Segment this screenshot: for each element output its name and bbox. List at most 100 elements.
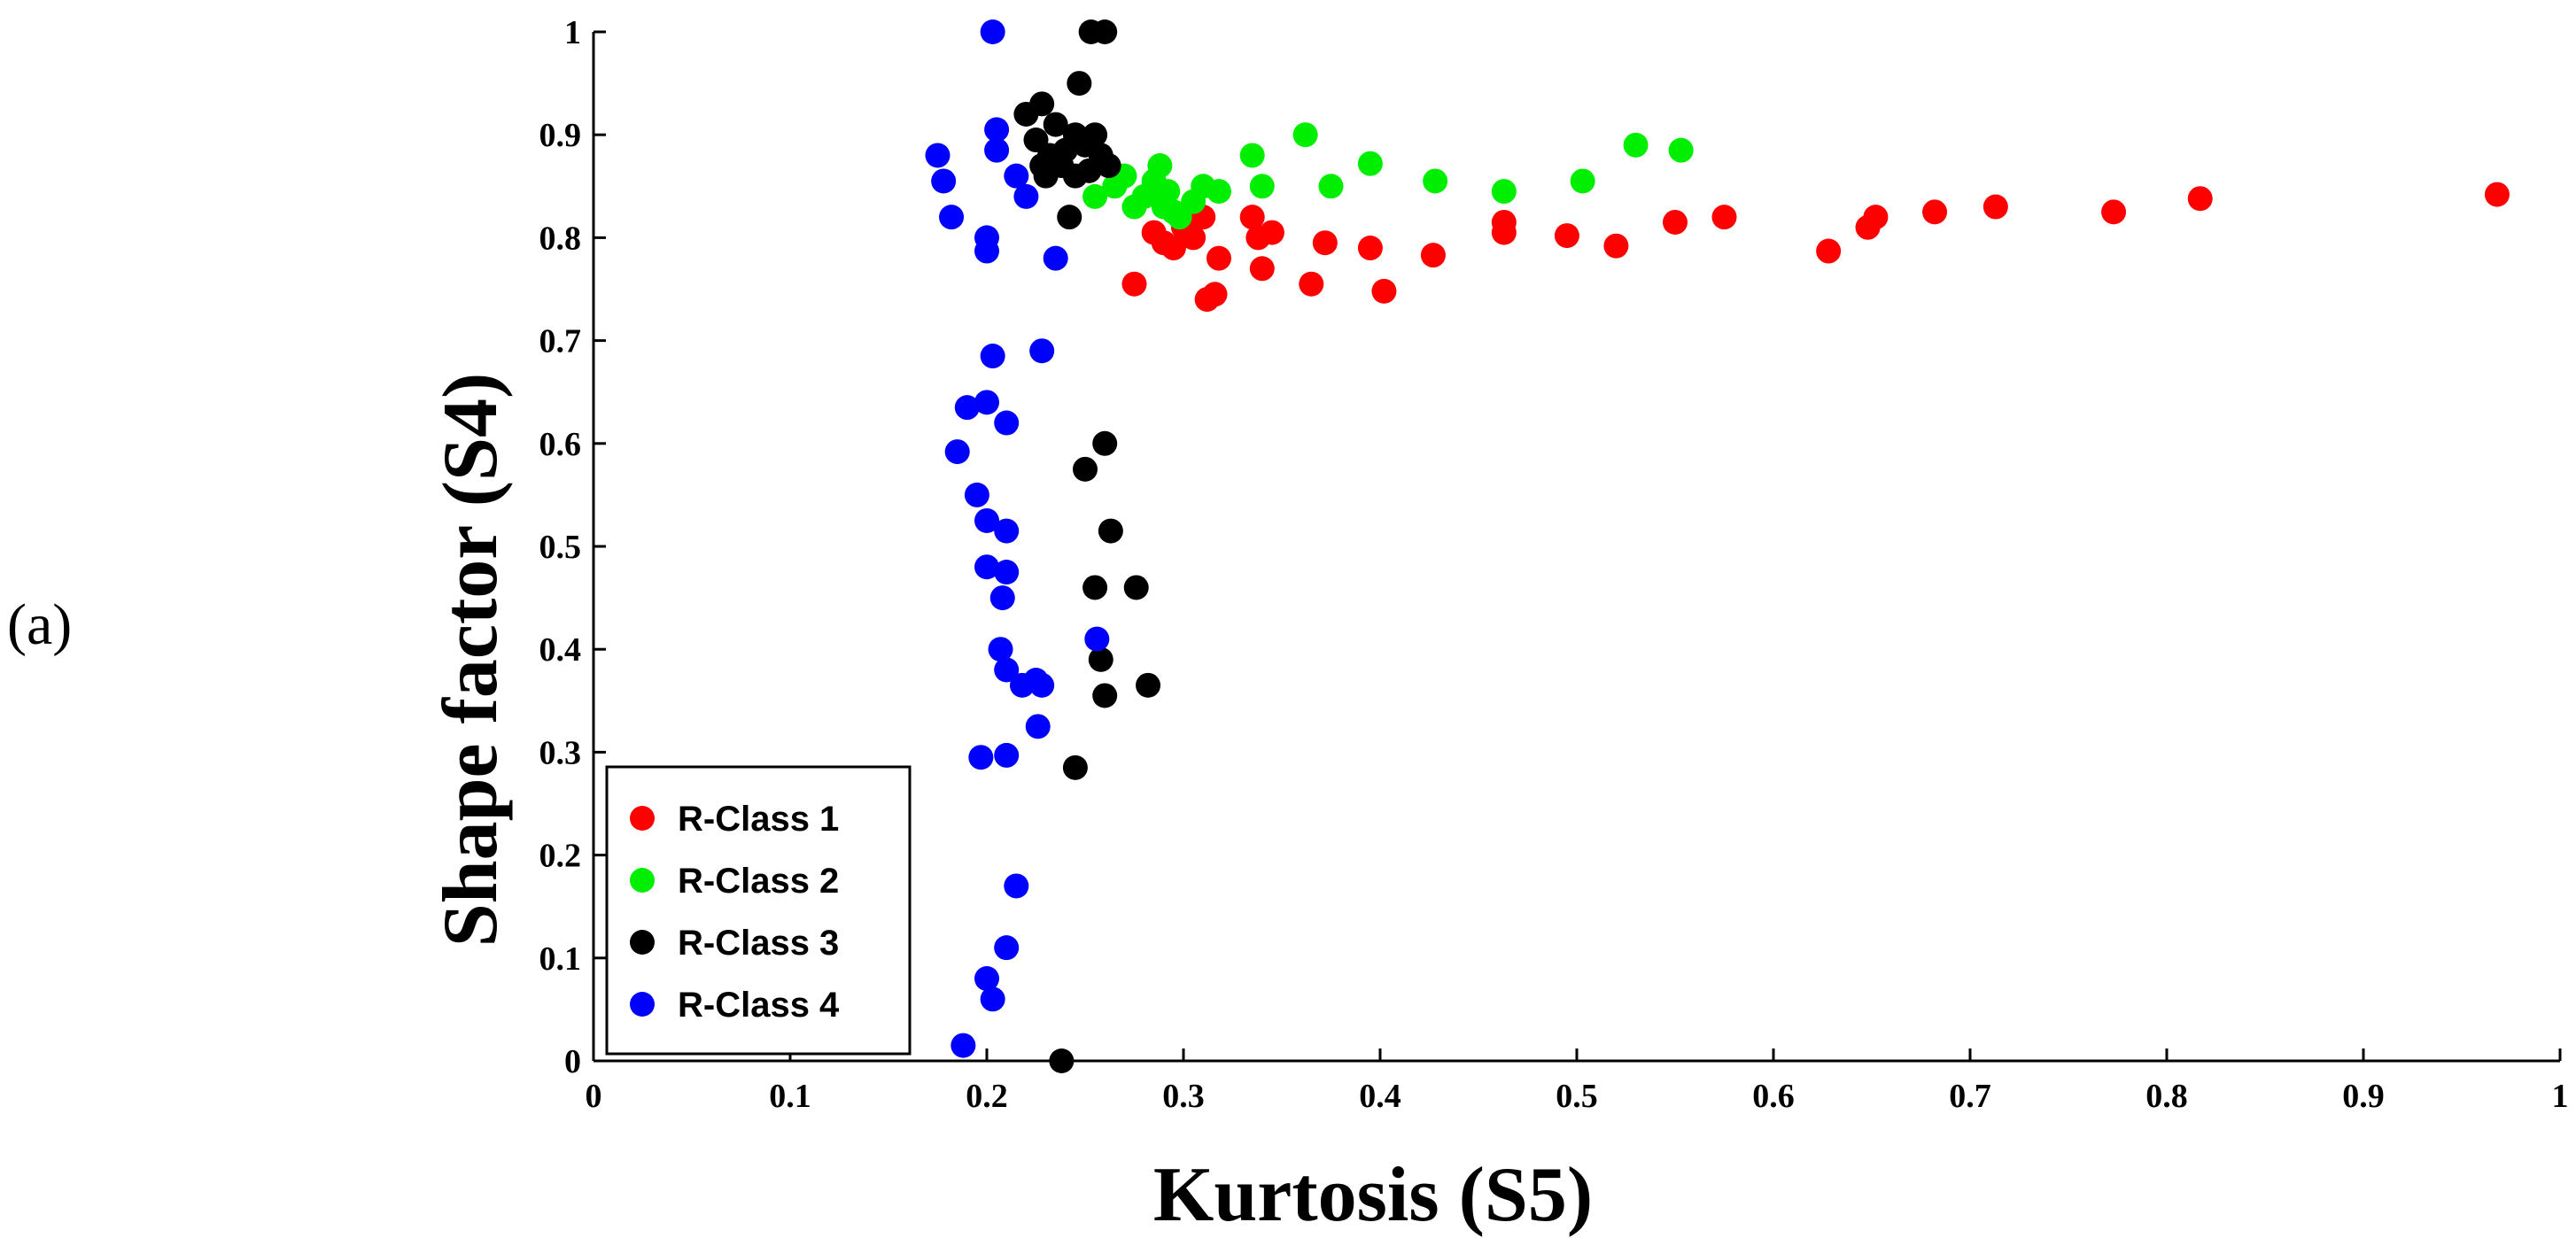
data-point (1043, 245, 1068, 271)
data-point (1155, 179, 1181, 205)
data-point (939, 205, 965, 230)
data-point (1029, 338, 1055, 364)
data-point (1982, 194, 2008, 220)
data-point (988, 637, 1013, 662)
data-point (1922, 199, 1948, 225)
data-point (1004, 873, 1029, 899)
data-point (994, 518, 1020, 544)
series-2 (1082, 122, 1694, 230)
data-point (1049, 1048, 1075, 1073)
legend-box (605, 765, 912, 1056)
data-point (1249, 174, 1275, 199)
panel-label: (a) (7, 592, 73, 657)
data-point (1318, 174, 1344, 199)
data-point (1029, 91, 1055, 117)
data-point (1299, 271, 1324, 297)
y-tick-label: 0.2 (539, 838, 582, 875)
data-point (1029, 153, 1055, 179)
x-tick-label: 0.9 (2342, 1078, 2385, 1115)
data-point (1423, 168, 1448, 194)
x-axis-title: Kurtosis (S5) (1153, 1152, 1593, 1238)
data-point (1312, 230, 1338, 256)
data-point (1013, 183, 1039, 209)
data-point (1082, 183, 1108, 209)
data-point (1029, 672, 1055, 698)
data-point (994, 560, 1020, 585)
data-point (1663, 209, 1688, 235)
x-tick-label: 0.6 (1752, 1078, 1795, 1115)
data-point (1004, 163, 1029, 189)
data-point (1491, 179, 1517, 205)
legend-marker (630, 868, 655, 893)
data-point (1623, 132, 1649, 158)
data-point (1098, 518, 1123, 544)
data-point (1357, 151, 1383, 176)
x-tick-label: 1 (2552, 1078, 2569, 1115)
x-tick-label: 0.8 (2145, 1078, 2188, 1115)
data-point (1082, 575, 1108, 600)
data-point (1147, 153, 1173, 179)
data-point (931, 168, 957, 194)
data-point (1025, 714, 1051, 739)
data-point (980, 987, 1005, 1012)
data-point (1160, 236, 1186, 261)
data-point (1062, 754, 1088, 780)
y-tick-label: 0.1 (539, 940, 582, 978)
data-point (1668, 137, 1694, 163)
x-tick-label: 0 (586, 1078, 602, 1115)
data-point (989, 585, 1015, 611)
data-point (950, 1033, 976, 1058)
data-point (925, 143, 950, 168)
data-point (2187, 186, 2213, 212)
data-point (994, 742, 1020, 768)
data-point (1491, 220, 1517, 245)
legend-marker (630, 930, 655, 955)
series-3 (1013, 19, 1161, 1073)
x-tick-label: 0.4 (1359, 1078, 1401, 1115)
y-tick-label: 0.6 (539, 426, 582, 463)
data-point (994, 657, 1020, 683)
tick-layer: 0 0.1 0.2 0.3 0.4 0.5 0.6 0.7 0.8 0.9 1 0 0.1 0.2 0.3 0… (539, 14, 2569, 1115)
data-point (1239, 205, 1265, 230)
data-point (1082, 122, 1108, 148)
y-tick-label: 1 (564, 14, 581, 51)
data-point (1570, 168, 1595, 194)
data-point (1863, 205, 1889, 230)
y-tick-label: 0.8 (539, 220, 582, 257)
x-tick-label: 0.3 (1162, 1078, 1205, 1115)
data-point (1239, 143, 1265, 168)
data-point (1292, 122, 1318, 148)
data-point (1206, 179, 1231, 205)
data-point (984, 117, 1010, 143)
data-point (1092, 430, 1118, 456)
data-point (974, 507, 999, 533)
legend-marker (630, 992, 655, 1017)
points-layer (925, 19, 2510, 1073)
data-point (2101, 199, 2127, 225)
data-point (1603, 233, 1629, 259)
y-tick-label: 0.3 (539, 734, 582, 771)
legend-label: R-Class 1 (678, 800, 839, 839)
data-point (974, 966, 999, 992)
data-point (1181, 225, 1207, 251)
data-point (980, 344, 1005, 369)
data-point (1371, 278, 1397, 304)
legend-label: R-Class 4 (678, 986, 840, 1025)
y-tick-label: 0.4 (539, 631, 582, 669)
data-point (1202, 282, 1228, 307)
data-point (1084, 626, 1110, 652)
data-point (1554, 223, 1579, 249)
data-point (1123, 575, 1149, 600)
data-point (968, 745, 994, 770)
data-point (954, 395, 980, 421)
data-point (974, 554, 999, 580)
data-point (1067, 71, 1092, 97)
data-point (1357, 236, 1383, 261)
legend-marker (630, 806, 655, 831)
data-point (1249, 256, 1275, 282)
data-point (974, 238, 999, 264)
data-point (964, 482, 989, 507)
x-tick-label: 0.7 (1949, 1078, 1991, 1115)
y-axis-title: Shape factor (S4) (428, 373, 514, 948)
data-point (1259, 220, 1284, 245)
